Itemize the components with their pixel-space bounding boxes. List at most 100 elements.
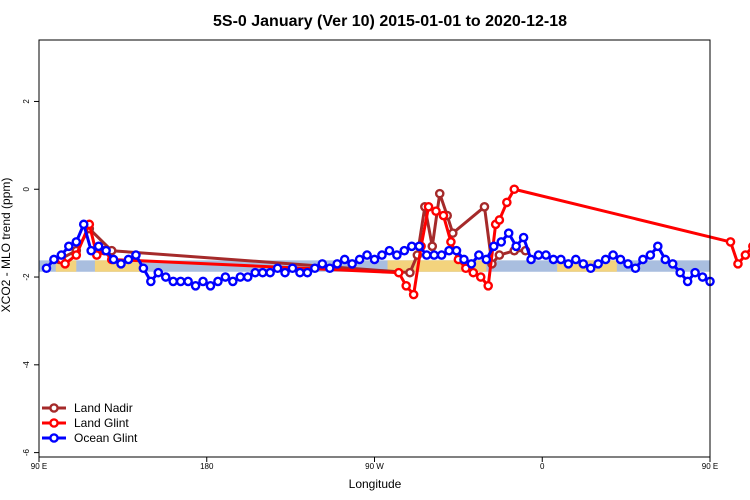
data-point [405, 267, 415, 278]
x-tick-label: 90 W [365, 462, 384, 471]
data-point [71, 250, 82, 260]
data-point [571, 254, 581, 265]
data-point [41, 263, 52, 274]
data-point [615, 254, 626, 265]
data-point [71, 237, 82, 247]
data-point [474, 250, 484, 260]
legend-swatch-point [49, 418, 59, 428]
data-point [302, 267, 313, 278]
data-point [725, 237, 736, 247]
data-point [434, 188, 445, 199]
data-point [310, 263, 320, 274]
data-point [220, 272, 231, 282]
data-point [697, 272, 708, 282]
data-point [190, 281, 201, 291]
data-point [740, 250, 750, 260]
data-point [667, 259, 678, 269]
data-point [347, 259, 357, 269]
data-point [131, 250, 141, 260]
data-point [733, 259, 743, 269]
data-point [638, 254, 648, 265]
data-point [468, 267, 479, 278]
y-tick-label: 2 [22, 99, 31, 104]
data-point [660, 254, 671, 265]
data-point [354, 254, 365, 265]
data-point [414, 241, 425, 252]
data-point [446, 237, 456, 247]
data-point [585, 263, 596, 274]
data-point [481, 254, 492, 265]
data-point [64, 241, 74, 252]
y-tick-label: 0 [22, 186, 31, 191]
data-point [466, 259, 477, 269]
data-point [503, 228, 514, 238]
data-point [556, 254, 566, 265]
x-axis: 90 E 180 90 W 0 90 E [31, 457, 718, 471]
data-point [444, 245, 454, 256]
data-point [108, 254, 119, 265]
series-land-glint [56, 184, 750, 300]
data-point [401, 281, 411, 291]
data-point [369, 254, 380, 265]
y-axis-label: XCO2 - MLO trend (ppm) [0, 178, 13, 313]
data-point [393, 267, 404, 278]
data-point [317, 259, 328, 269]
data-point [475, 272, 486, 282]
data-point [406, 241, 417, 252]
land-band-segment [387, 260, 487, 272]
data-point [78, 219, 89, 230]
data-point [483, 281, 493, 291]
data-point [265, 267, 275, 278]
data-point [408, 289, 419, 300]
y-tick-label: -6 [22, 449, 31, 457]
data-point [295, 267, 305, 278]
y-tick-label: -2 [22, 273, 31, 281]
y-tick-label: -4 [22, 361, 31, 369]
data-point [56, 250, 67, 260]
plot-frame [38, 39, 711, 458]
legend-label: Land Glint [74, 416, 129, 430]
series-layer [41, 184, 750, 300]
x-tick-label: 90 E [702, 462, 718, 471]
legend-entry: Land Nadir [42, 401, 133, 415]
data-point [479, 201, 490, 212]
data-point [235, 272, 246, 282]
data-point [675, 267, 685, 278]
data-point [600, 254, 611, 265]
data-point [526, 254, 536, 265]
data-point [399, 245, 410, 256]
legend-swatch-point [49, 433, 59, 443]
data-point [160, 272, 171, 282]
data-point [93, 241, 104, 252]
data-point [518, 232, 529, 243]
data-point [86, 245, 96, 256]
data-point [183, 276, 193, 287]
x-tick-label: 0 [540, 462, 545, 471]
data-point [682, 276, 693, 287]
data-point [339, 254, 350, 265]
data-point [423, 201, 434, 212]
data-point [242, 272, 253, 282]
data-point [623, 259, 633, 269]
data-point [488, 241, 499, 252]
x-axis-label: Longitude [349, 477, 402, 491]
data-point [175, 276, 186, 287]
data-point [146, 276, 156, 287]
series-ocean-glint [41, 219, 715, 291]
data-point [392, 250, 402, 260]
data-point [324, 263, 335, 274]
data-point [272, 263, 283, 274]
data-point [494, 215, 505, 225]
data-point [116, 259, 126, 269]
data-point [332, 259, 343, 269]
data-point [496, 237, 507, 247]
legend-label: Ocean Glint [74, 431, 138, 445]
data-point [427, 241, 438, 252]
data-point [451, 245, 462, 256]
data-point [213, 276, 223, 287]
data-point [362, 250, 372, 260]
ocean-band [39, 260, 710, 272]
legend-swatch-point [49, 403, 59, 413]
data-point [459, 254, 469, 265]
